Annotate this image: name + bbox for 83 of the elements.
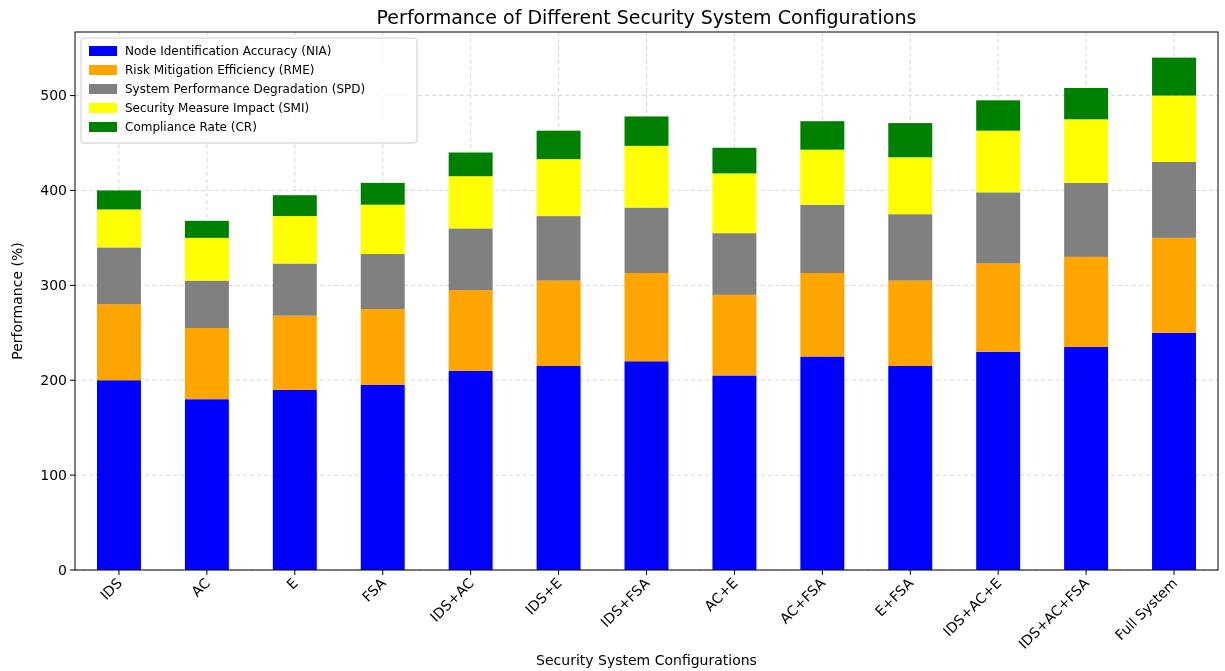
bar (624, 116, 669, 146)
legend-label: Compliance Rate (CR) (125, 120, 257, 134)
x-axis-title: Security System Configurations (536, 652, 757, 668)
bar (800, 356, 845, 570)
bar (536, 130, 581, 160)
bar (184, 328, 229, 400)
bar (976, 100, 1021, 131)
bar (184, 237, 229, 281)
bar (800, 204, 845, 274)
legend-label: Node Identification Accuracy (NIA) (125, 44, 332, 58)
y-tick-label: 0 (58, 561, 67, 578)
bar (976, 351, 1021, 570)
bar (360, 182, 405, 205)
bar (624, 145, 669, 208)
bar (888, 280, 933, 366)
chart-title: Performance of Different Security System Configurations (376, 6, 917, 28)
bar (536, 280, 581, 366)
bar (448, 228, 493, 291)
x-tick-label: E (283, 574, 301, 593)
bar (96, 190, 141, 210)
bar (976, 263, 1021, 352)
bar (888, 214, 933, 281)
bar (448, 176, 493, 229)
bar (448, 152, 493, 177)
x-tick-label: FSA (358, 574, 390, 605)
bar (272, 315, 317, 390)
bar (1064, 87, 1109, 120)
bar (360, 204, 405, 255)
bar (1064, 347, 1109, 570)
bar (184, 220, 229, 238)
y-tick-label: 500 (40, 87, 67, 104)
bar (272, 216, 317, 264)
bar (448, 370, 493, 570)
bar (272, 195, 317, 217)
bar (1152, 332, 1197, 570)
bar (888, 123, 933, 158)
bar (1152, 237, 1197, 333)
bar (624, 207, 669, 274)
bar (800, 121, 845, 150)
bar (976, 192, 1021, 264)
bar (712, 375, 757, 570)
bar (536, 216, 581, 281)
y-tick-label: 100 (40, 467, 67, 484)
legend-label: Security Measure Impact (SMI) (125, 101, 310, 115)
bar (536, 366, 581, 570)
bar (536, 159, 581, 217)
bar (96, 304, 141, 381)
bar (888, 366, 933, 570)
y-axis-title: Performance (%) (9, 242, 25, 360)
bar (272, 389, 317, 570)
bar (712, 173, 757, 234)
bar (888, 157, 933, 215)
bar (712, 294, 757, 376)
x-tick-label: AC (188, 574, 214, 600)
x-tick-label: IDS (96, 574, 126, 603)
bar (1152, 161, 1197, 238)
bar (712, 233, 757, 295)
bar (1064, 119, 1109, 183)
legend-label: System Performance Degradation (SPD) (125, 82, 366, 96)
bar (360, 254, 405, 310)
bar (360, 309, 405, 385)
bar (96, 380, 141, 570)
bar (800, 273, 845, 357)
bar (1064, 182, 1109, 257)
bar (96, 247, 141, 305)
y-tick-label: 200 (40, 372, 67, 389)
bar (1152, 57, 1197, 96)
y-tick-label: 400 (40, 182, 67, 199)
bar (1064, 256, 1109, 348)
bar (712, 147, 757, 174)
bar (624, 361, 669, 570)
bar (1152, 95, 1197, 162)
legend-label: Risk Mitigation Efficiency (RME) (125, 63, 315, 77)
bar (448, 290, 493, 371)
bar (96, 209, 141, 248)
bar (360, 384, 405, 570)
bar (184, 399, 229, 570)
bar (800, 149, 845, 205)
bar (624, 273, 669, 362)
bar (976, 130, 1021, 193)
bar (272, 263, 317, 316)
y-tick-label: 300 (40, 277, 67, 294)
bar (184, 280, 229, 329)
